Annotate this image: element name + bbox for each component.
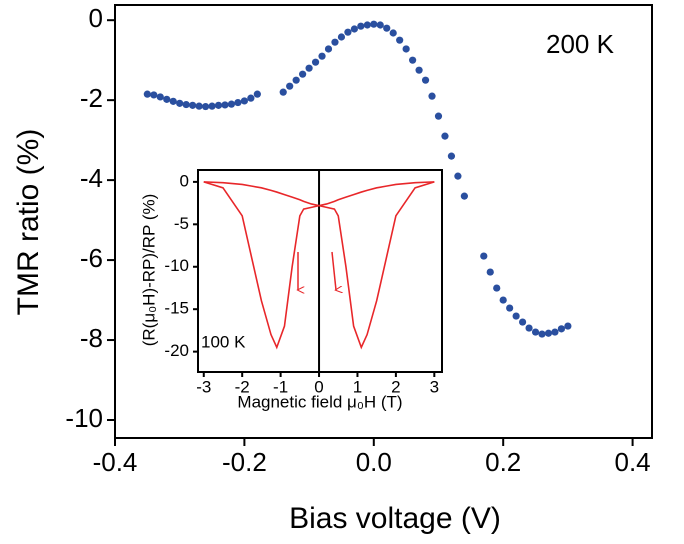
inset-x-label: Magnetic field μ₀H (T) <box>237 392 402 411</box>
point <box>318 52 326 60</box>
point <box>493 284 501 292</box>
arrow <box>331 251 336 290</box>
point <box>506 304 514 312</box>
point <box>402 45 410 53</box>
x-axis-label: Bias voltage (V) <box>289 502 501 535</box>
point <box>357 22 365 30</box>
point <box>279 88 287 96</box>
point <box>428 92 436 100</box>
point <box>337 33 346 41</box>
point <box>286 82 294 90</box>
annotation: 200 K <box>546 29 615 59</box>
y-tick-label: -20 <box>164 341 189 360</box>
point <box>486 268 494 276</box>
point <box>253 90 261 98</box>
line <box>203 181 435 207</box>
inset-frame <box>197 169 443 373</box>
frame <box>114 4 653 439</box>
y-tick-label: -10 <box>164 256 189 275</box>
point <box>363 21 371 29</box>
point <box>344 28 352 36</box>
y-axis-label: TMR ratio (%) <box>12 129 45 316</box>
point <box>551 328 559 336</box>
point <box>564 322 572 330</box>
point <box>376 21 384 29</box>
point <box>247 94 255 102</box>
point <box>531 328 540 336</box>
point <box>544 329 553 337</box>
point <box>447 152 456 160</box>
point <box>189 101 197 109</box>
y-tick-label: 0 <box>180 171 189 190</box>
point <box>182 100 190 109</box>
point <box>415 66 423 74</box>
point <box>176 99 184 107</box>
x-tick-label: -1 <box>273 377 288 396</box>
point <box>396 36 404 44</box>
point <box>169 97 177 105</box>
point <box>208 102 216 110</box>
x-tick-label: 0.0 <box>356 447 392 477</box>
x-tick-label: 0 <box>314 377 323 396</box>
y-tick-label: -8 <box>80 323 103 353</box>
point <box>221 101 229 109</box>
point <box>512 312 520 320</box>
point <box>214 101 223 109</box>
point <box>480 252 488 260</box>
y-tick-label: -2 <box>80 83 103 113</box>
y-tick-label: -15 <box>164 299 189 318</box>
y-tick-label: -5 <box>174 214 189 233</box>
point <box>234 98 242 107</box>
x-tick-label: 0.2 <box>485 447 521 477</box>
point <box>195 102 203 110</box>
point <box>499 296 507 304</box>
y-tick-label: -6 <box>80 243 103 273</box>
y-tick-label: -10 <box>65 403 103 433</box>
point <box>240 97 248 105</box>
point <box>383 24 391 32</box>
x-tick-label: 0.4 <box>615 447 651 477</box>
x-tick-label: 2 <box>391 377 400 396</box>
inset-annotation: 100 K <box>201 332 246 351</box>
x-tick-label: 1 <box>353 377 362 396</box>
x-tick-label: -0.4 <box>93 447 138 477</box>
point <box>525 324 533 332</box>
point <box>227 100 236 108</box>
y-tick-label: 0 <box>89 3 103 33</box>
point <box>434 112 443 120</box>
point <box>409 56 417 64</box>
point <box>143 90 151 98</box>
point <box>557 325 566 333</box>
point <box>305 64 313 72</box>
x-tick-label: -3 <box>196 377 211 396</box>
point <box>454 172 462 180</box>
point <box>370 20 378 28</box>
point <box>350 25 358 33</box>
point <box>292 76 300 84</box>
inset-y-label: (R(μ₀H)-RP)/RP (%) <box>139 194 158 347</box>
point <box>156 93 164 101</box>
point <box>163 95 171 103</box>
point <box>389 29 397 37</box>
point <box>299 70 307 78</box>
point <box>421 76 430 84</box>
point <box>324 45 333 53</box>
point <box>331 38 339 46</box>
x-tick-label: -2 <box>235 377 250 396</box>
point <box>519 318 527 326</box>
x-tick-label: 3 <box>430 377 439 396</box>
x-tick-label: -0.2 <box>222 447 267 477</box>
point <box>538 330 546 338</box>
point <box>201 102 210 111</box>
point <box>460 192 468 200</box>
y-tick-label: -4 <box>80 163 103 193</box>
point <box>441 132 449 140</box>
point <box>311 58 320 66</box>
point <box>150 91 158 99</box>
